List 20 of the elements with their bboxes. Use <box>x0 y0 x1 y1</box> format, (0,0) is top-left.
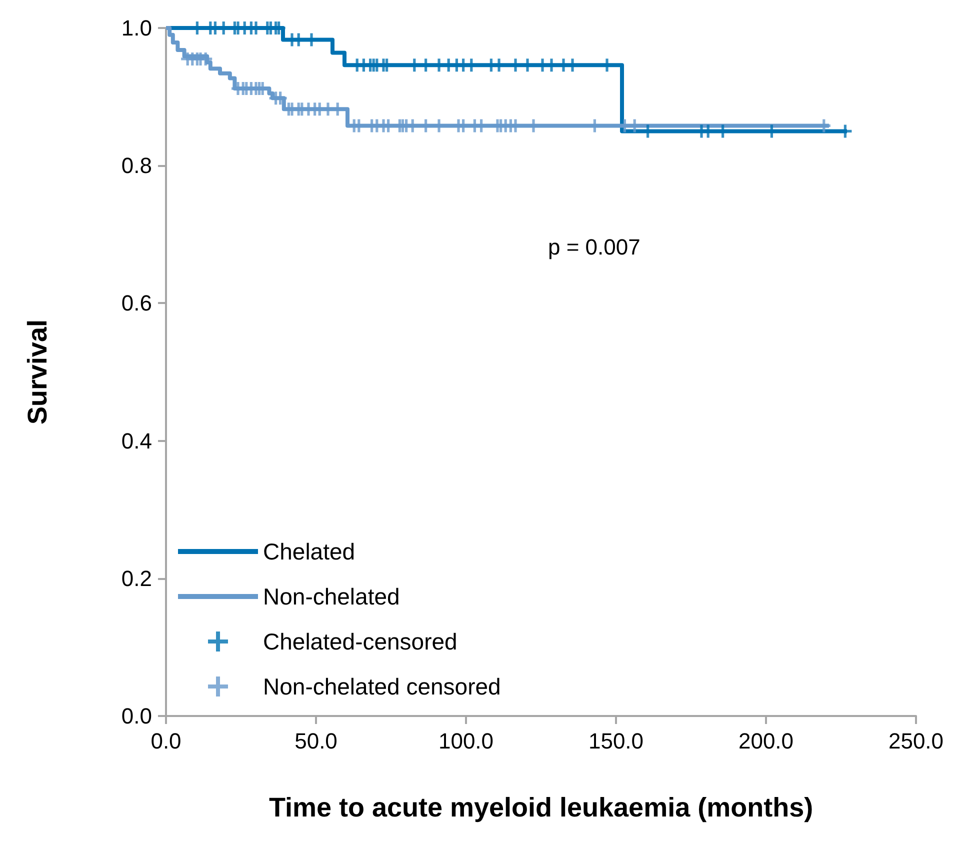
annotation: p = 0.007 <box>548 234 640 260</box>
x-axis-title: Time to acute myeloid leukaemia (months) <box>268 792 814 822</box>
x-tick-label: 50.0 <box>294 728 338 754</box>
legend-label: Chelated-censored <box>263 628 458 654</box>
y-tick-label: 0.6 <box>121 290 152 316</box>
legend-label: Non-chelated censored <box>263 674 501 700</box>
legend-label: Chelated <box>263 538 356 564</box>
y-tick-label: 0.8 <box>121 153 152 178</box>
y-tick-label: 0.0 <box>121 704 152 728</box>
y-tick-label: 0.4 <box>121 428 152 454</box>
x-tick-label: 250.0 <box>888 728 944 754</box>
x-tick-label: 150.0 <box>588 728 644 754</box>
x-tick-label: 100.0 <box>438 728 494 754</box>
x-tick-label: 0.0 <box>150 728 182 754</box>
y-tick-label: 0.2 <box>121 566 152 591</box>
y-tick-label: 1.0 <box>121 16 152 40</box>
y-axis-title: Survival <box>22 319 52 425</box>
x-tick-label: 200.0 <box>738 728 794 754</box>
legend-label: Non-chelated <box>263 584 400 610</box>
point <box>199 52 212 66</box>
